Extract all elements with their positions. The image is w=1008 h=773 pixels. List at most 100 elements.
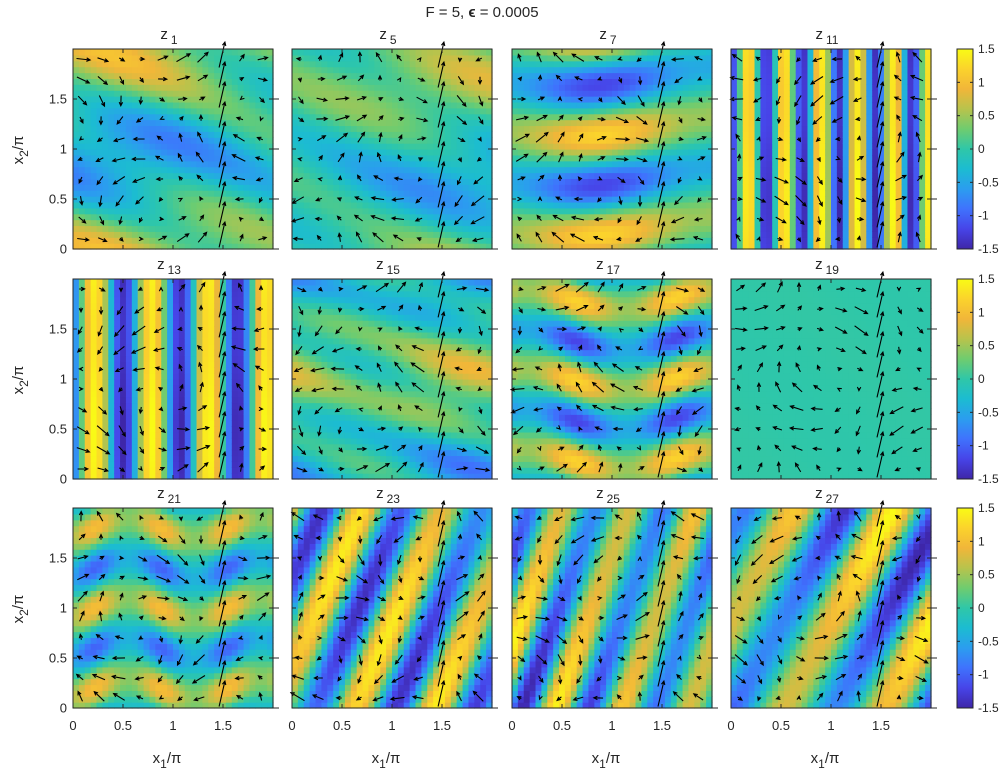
- heatmap-cell: [547, 149, 554, 156]
- heatmap-cell: [742, 96, 750, 103]
- heatmap-cell: [807, 96, 814, 103]
- heatmap-cell: [895, 184, 903, 191]
- heatmap-cell: [339, 196, 346, 203]
- heatmap-cell: [368, 237, 375, 244]
- heatmap-cell: [178, 49, 186, 56]
- heatmap-cell: [474, 154, 481, 162]
- heatmap-cell: [576, 90, 584, 97]
- heatmap-cell: [766, 49, 773, 56]
- heatmap-cell: [303, 72, 311, 80]
- heatmap-cell: [512, 190, 519, 197]
- heatmap-cell: [321, 66, 328, 74]
- heatmap-cell: [559, 90, 566, 97]
- heatmap-cell: [237, 84, 245, 91]
- heatmap-cell: [243, 131, 251, 138]
- heatmap-cell: [403, 96, 411, 103]
- heatmap-cell: [155, 66, 162, 74]
- heatmap-cell: [606, 166, 613, 174]
- heatmap-cell: [801, 101, 809, 109]
- heatmap-cell: [444, 219, 452, 227]
- heatmap-cell: [901, 184, 909, 191]
- heatmap-cell: [783, 172, 791, 180]
- heatmap-cell: [889, 196, 897, 203]
- heatmap-cell: [173, 60, 180, 68]
- heatmap-cell: [315, 131, 323, 138]
- heatmap-cell: [125, 207, 133, 215]
- heatmap-cell: [356, 131, 364, 138]
- heatmap-cell: [90, 84, 98, 91]
- heatmap-cell: [397, 231, 405, 238]
- heatmap-cell: [919, 201, 926, 209]
- heatmap-cell: [161, 160, 168, 168]
- heatmap-cell: [594, 225, 601, 232]
- heatmap-cell: [327, 137, 334, 144]
- heatmap-cell: [178, 166, 186, 174]
- heatmap-cell: [901, 231, 909, 238]
- heatmap-cell: [860, 72, 867, 80]
- heatmap-cell: [535, 184, 543, 191]
- heatmap-cell: [196, 225, 204, 232]
- heatmap-cell: [807, 66, 814, 74]
- heatmap-cell: [468, 125, 475, 132]
- heatmap-cell: [836, 107, 844, 115]
- heatmap-cell: [84, 243, 92, 250]
- heatmap-cell: [243, 84, 251, 91]
- heatmap-cell: [225, 60, 233, 68]
- heatmap-cell: [255, 149, 262, 156]
- heatmap-cell: [813, 49, 820, 56]
- heatmap-cell: [570, 184, 578, 191]
- heatmap-cell: [474, 49, 481, 56]
- heatmap-cell: [339, 231, 346, 238]
- heatmap-cell: [623, 237, 631, 244]
- heatmap-cell: [883, 119, 891, 127]
- heatmap-cell: [553, 125, 560, 132]
- heatmap-cell: [760, 84, 767, 91]
- heatmap-cell: [512, 78, 519, 85]
- heatmap-cell: [517, 90, 525, 97]
- heatmap-cell: [731, 107, 738, 115]
- heatmap-cell: [397, 149, 405, 156]
- heatmap-cell: [547, 49, 554, 56]
- heatmap-cell: [433, 66, 440, 74]
- heatmap-cell: [901, 154, 909, 162]
- heatmap-cell: [801, 131, 809, 138]
- heatmap-cell: [789, 178, 797, 185]
- heatmap-cell: [913, 207, 920, 215]
- heatmap-cell: [813, 201, 820, 209]
- heatmap-cell: [327, 207, 334, 215]
- heatmap-cell: [433, 90, 440, 97]
- heatmap-cell: [173, 201, 180, 209]
- heatmap-cell: [570, 201, 578, 209]
- heatmap-cell: [214, 72, 221, 80]
- heatmap-cell: [439, 172, 446, 180]
- heatmap-cell: [731, 101, 738, 109]
- heatmap-cell: [220, 113, 227, 121]
- heatmap-cell: [588, 49, 595, 56]
- heatmap-cell: [237, 72, 245, 80]
- heatmap-cell: [255, 78, 262, 85]
- y-axis-label-over-pi: /π: [10, 136, 27, 151]
- heatmap-cell: [559, 143, 566, 150]
- heatmap-cell: [606, 196, 613, 203]
- heatmap-cell: [748, 119, 756, 127]
- heatmap-cell: [155, 96, 162, 103]
- heatmap-cell: [772, 225, 779, 232]
- heatmap-cell: [462, 60, 470, 68]
- heatmap-cell: [866, 107, 873, 115]
- heatmap-cell: [564, 131, 572, 138]
- heatmap-cell: [143, 160, 151, 168]
- heatmap-cell: [694, 101, 701, 109]
- heatmap-cell: [339, 60, 346, 68]
- heatmap-cell: [486, 49, 493, 56]
- heatmap-cell: [292, 190, 299, 197]
- heatmap-cell: [120, 84, 127, 91]
- heatmap-cell: [831, 149, 838, 156]
- quiver-arrow: [77, 237, 90, 242]
- heatmap-cell: [783, 196, 791, 203]
- quiver-arrow: [95, 157, 104, 162]
- quiver-arrow: [218, 220, 227, 248]
- heatmap-cell: [842, 131, 850, 138]
- heatmap-cell: [249, 90, 256, 97]
- heatmap-cell: [102, 125, 109, 132]
- quiver-arrow: [197, 51, 209, 63]
